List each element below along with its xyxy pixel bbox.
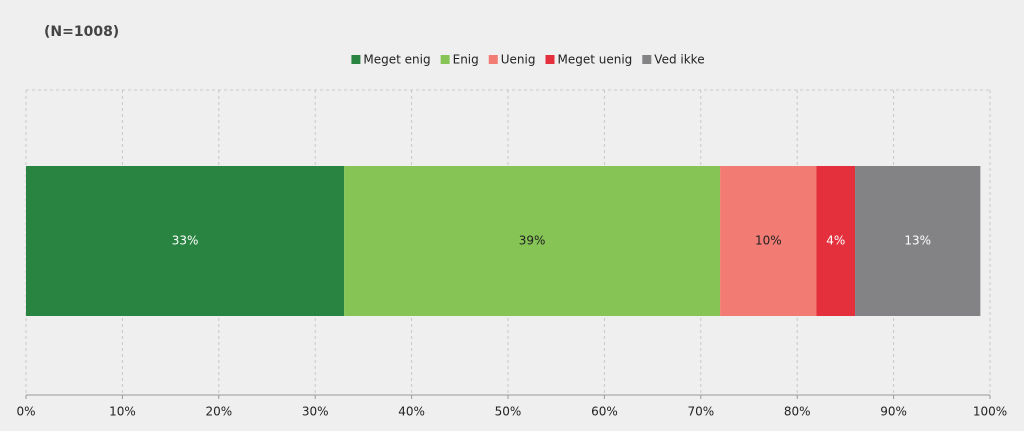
legend-swatch [440, 55, 450, 64]
legend-item: Uenig [488, 53, 536, 67]
legend-label: Meget enig [363, 53, 430, 67]
x-tick-label: 20% [205, 405, 232, 419]
value-label: 13% [904, 234, 931, 248]
x-tick-label: 60% [591, 405, 618, 419]
legend-item: Meget uenig [545, 53, 632, 67]
value-label: 4% [826, 234, 845, 248]
bar-segment [344, 166, 721, 316]
legend-item: Enig [440, 53, 479, 67]
value-label: 33% [172, 234, 199, 248]
legend-swatch [488, 55, 498, 64]
x-tick-label: 80% [784, 405, 811, 419]
x-tick-label: 30% [302, 405, 329, 419]
x-tick-label: 10% [109, 405, 136, 419]
legend-label: Meget uenig [557, 53, 632, 67]
x-tick-label: 70% [687, 405, 714, 419]
value-label: 10% [755, 234, 782, 248]
bar-segment [855, 166, 981, 316]
legend-item: Meget enig [351, 53, 431, 67]
value-label: 39% [519, 234, 546, 248]
legend-swatch [642, 55, 652, 64]
legend-swatch [545, 55, 555, 64]
legend-label: Uenig [501, 53, 536, 67]
legend-item: Ved ikke [642, 53, 705, 67]
legend-label: Enig [453, 53, 479, 67]
chart-title: (N=1008) [44, 24, 119, 40]
legend-swatch [351, 55, 361, 64]
x-tick-label: 100% [973, 405, 1007, 419]
x-tick-label: 0% [16, 405, 35, 419]
x-tick-label: 40% [398, 405, 425, 419]
x-tick-label: 90% [880, 405, 907, 419]
bar-segment [816, 166, 856, 316]
bar-segment [720, 166, 817, 316]
x-tick-label: 50% [495, 405, 522, 419]
bar-segment [26, 166, 345, 316]
legend-label: Ved ikke [654, 53, 704, 67]
